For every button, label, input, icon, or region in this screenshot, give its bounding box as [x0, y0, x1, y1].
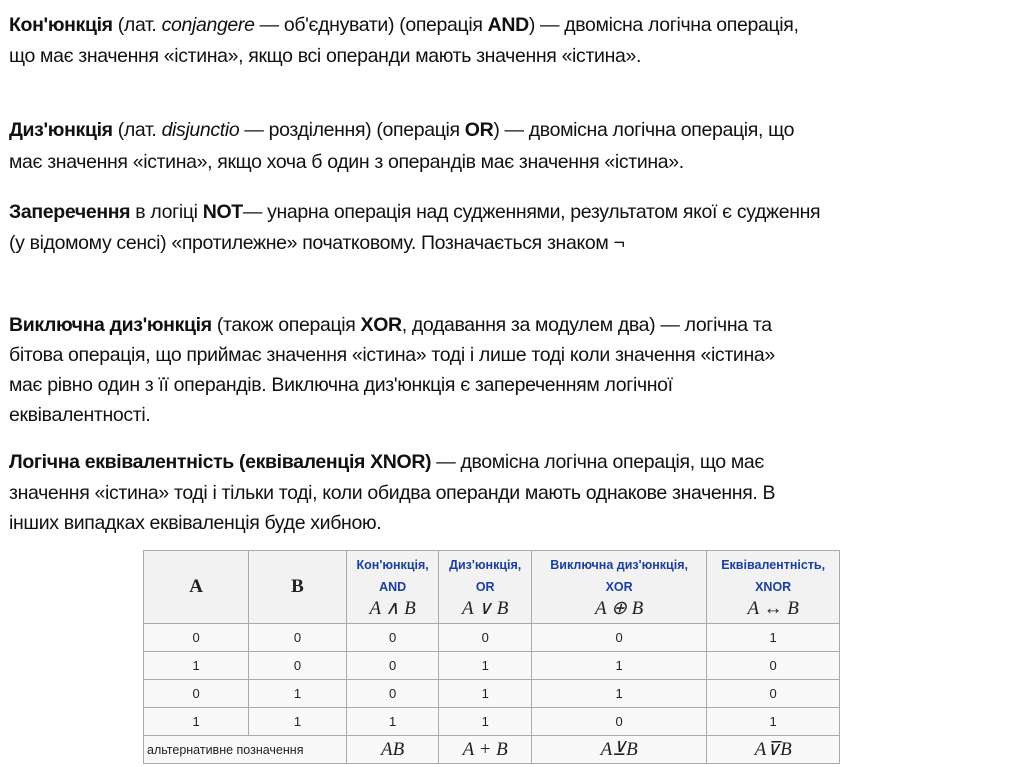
text-line: має рівно один з її операндів. Виключна …	[9, 373, 673, 397]
text-run: conjangere	[161, 14, 255, 36]
text-run: AND	[487, 14, 530, 36]
table-cell: 1	[706, 623, 840, 652]
text-run: — розділення) (операція	[239, 119, 465, 141]
table-cell: 1	[438, 651, 532, 680]
header-or: Диз'юнкція, OR A ∨ B	[438, 550, 532, 624]
alt-notation-label: альтернативне позначення	[143, 735, 347, 764]
math-formula: A ∧ B	[369, 598, 416, 619]
op-label[interactable]: XNOR	[755, 580, 792, 594]
text-line: інших випадках еквіваленція буде хибною.	[9, 511, 382, 535]
header-a: A	[142, 550, 250, 624]
text-run: значення «істина» тоді і тільки тоді, ко…	[9, 482, 776, 504]
text-run: (лат.	[112, 14, 162, 36]
text-run: NOT	[202, 201, 243, 223]
table-cell: 0	[530, 623, 708, 652]
text-run: Заперечення	[9, 201, 131, 223]
text-run: XOR	[360, 314, 403, 336]
alt-and: AB	[345, 735, 440, 764]
text-run: має значення «істина», якщо хоча б один …	[9, 151, 684, 173]
header-xor: Виключна диз'юнкція, XOR A ⊕ B	[530, 550, 708, 624]
header-link[interactable]: Диз'юнкція,	[449, 558, 522, 572]
text-run: Кон'юнкція	[9, 14, 113, 36]
text-run: має рівно один з її операндів. Виключна …	[9, 374, 673, 396]
header-and: Кон'юнкція, AND A ∧ B	[345, 550, 440, 624]
table-cell: 0	[142, 679, 250, 708]
alt-xnor: A⊽B	[706, 735, 840, 764]
op-label[interactable]: XOR	[605, 580, 633, 594]
text-run: OR	[464, 119, 494, 141]
text-line: Виключна диз'юнкція (також операція XOR,…	[9, 313, 772, 337]
header-link[interactable]: Кон'юнкція,	[356, 558, 429, 572]
table-cell: 0	[706, 651, 840, 680]
text-line: (у відомому сенсі) «протилежне» початков…	[9, 231, 625, 255]
text-run: бітова операція, що приймає значення «іс…	[9, 344, 775, 366]
text-run: еквівалентності.	[9, 404, 151, 426]
alt-notation-row: альтернативне позначення AB A + B A⊻B A⊽…	[143, 735, 840, 764]
table-cell: 1	[706, 707, 840, 736]
alt-xor: A⊻B	[530, 735, 708, 764]
text-run: — об'єднувати) (операція	[254, 14, 488, 36]
header-xnor: Еквівалентність, XNOR A ↔ B	[706, 550, 840, 624]
text-run: інших випадках еквіваленція буде хибною.	[9, 512, 382, 534]
text-run: (також операція	[211, 314, 361, 336]
text-line: значення «істина» тоді і тільки тоді, ко…	[9, 481, 776, 505]
text-line: Логічна еквівалентність (еквіваленція XN…	[9, 450, 764, 474]
table-cell: 1	[530, 651, 708, 680]
header-b: B	[248, 550, 347, 624]
text-run: ) — двомісна логічна операція,	[528, 14, 799, 36]
text-run: — двомісна логічна операція, що має	[431, 451, 765, 473]
text-line: еквівалентності.	[9, 403, 151, 427]
table-cell: 0	[438, 623, 532, 652]
text-line: що має значення «істина», якщо всі опера…	[9, 44, 641, 68]
header-link[interactable]: Виключна диз'юнкція,	[550, 558, 688, 572]
table-cell: 1	[142, 651, 250, 680]
op-label[interactable]: OR	[475, 580, 495, 594]
text-line: Диз'юнкція (лат. disjunctio — розділення…	[9, 118, 794, 142]
table-cell: 0	[142, 623, 250, 652]
text-run: — унарна операція над судженнями, резуль…	[242, 201, 821, 223]
text-run: (лат.	[112, 119, 162, 141]
text-line: має значення «істина», якщо хоча б один …	[9, 150, 684, 174]
op-label[interactable]: AND	[379, 580, 407, 594]
text-run: Диз'юнкція	[9, 119, 113, 141]
table-cell: 1	[345, 707, 440, 736]
table-cell: 1	[248, 707, 347, 736]
table-cell: 0	[706, 679, 840, 708]
table-cell: 1	[438, 679, 532, 708]
text-run: що має значення «істина», якщо всі опера…	[9, 45, 642, 67]
math-formula: A ⊕ B	[594, 598, 644, 619]
table-cell: 0	[530, 707, 708, 736]
math-formula: A ↔ B	[747, 598, 799, 619]
alt-or: A + B	[438, 735, 532, 764]
table-cell: 1	[142, 707, 250, 736]
text-run: Логічна еквівалентність (еквіваленція XN…	[9, 451, 432, 473]
header-link[interactable]: Еквівалентність,	[721, 558, 826, 572]
text-line: бітова операція, що приймає значення «іс…	[9, 343, 775, 367]
text-run: , додавання за модулем два) — логічна та	[401, 314, 772, 336]
text-run: в логіці	[130, 201, 203, 223]
math-formula: A ∨ B	[462, 598, 509, 619]
text-run: Виключна диз'юнкція	[9, 314, 212, 336]
text-line: Кон'юнкція (лат. conjangere — об'єднуват…	[9, 13, 799, 37]
table-cell: 1	[438, 707, 532, 736]
table-cell: 0	[345, 651, 440, 680]
table-cell: 0	[248, 651, 347, 680]
table-cell: 0	[345, 623, 440, 652]
text-run: ) — двомісна логічна операція, що	[493, 119, 795, 141]
text-run: disjunctio	[161, 119, 240, 141]
text-run: (у відомому сенсі) «протилежне» початков…	[9, 232, 625, 254]
truth-table: A B Кон'юнкція, AND A ∧ B Диз'юнкція, OR A ∨…	[142, 550, 840, 764]
table-cell: 0	[248, 623, 347, 652]
table-header-row: A B Кон'юнкція, AND A ∧ B Диз'юнкція, OR A ∨…	[142, 550, 840, 624]
table-cell: 0	[345, 679, 440, 708]
table-cell: 1	[530, 679, 708, 708]
table-cell: 1	[248, 679, 347, 708]
text-line: Заперечення в логіці NOT— унарна операці…	[9, 200, 821, 224]
